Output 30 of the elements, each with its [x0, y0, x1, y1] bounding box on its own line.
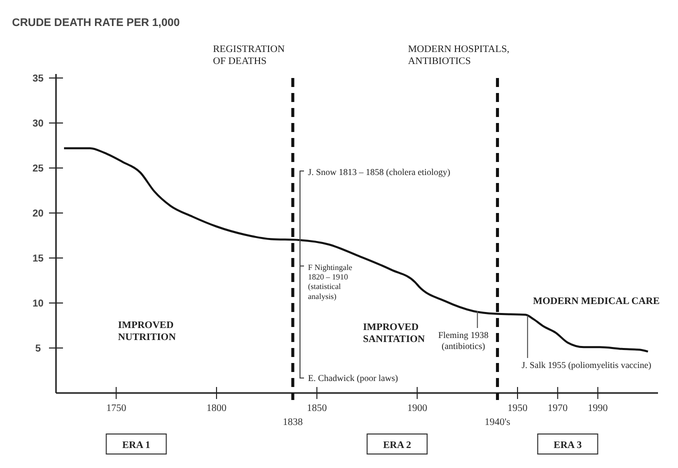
x-tick-label: 1950 — [508, 403, 528, 414]
y-tick-label: 20 — [32, 208, 44, 220]
annotation: E. Chadwick (poor laws) — [308, 373, 398, 383]
x-tick-label: 1800 — [206, 403, 227, 414]
text: MODERN HOSPITALS, ANTIBIOTICS — [408, 44, 510, 67]
annotation: MODERN MEDICAL CARE — [533, 296, 660, 307]
x-tick-label: 1850 — [306, 403, 327, 414]
annotation: J. Snow 1813 – 1858 (cholera etiology) — [308, 167, 450, 177]
text: REGISTRATION OF DEATHS — [213, 44, 285, 67]
annotation: F Nightingale 1820 – 1910 (statistical analysis) — [308, 263, 353, 301]
y-tick-label: 35 — [32, 74, 44, 84]
ref-line-label: 1838 — [282, 417, 303, 428]
y-tick-label: 10 — [32, 298, 44, 310]
annotation: IMPROVED SANITATION — [363, 322, 426, 345]
chart-title: CRUDE DEATH RATE PER 1,000 — [12, 17, 180, 29]
annotation: Fleming 1938 (antibiotics) — [438, 330, 490, 351]
y-tick-label: 30 — [32, 118, 44, 130]
y-tick-label: 5 — [35, 344, 42, 354]
x-tick-label: 1970 — [548, 403, 568, 414]
x-tick-label: 1750 — [106, 403, 126, 414]
ref-line-label: 1940's — [484, 417, 510, 428]
y-tick-label: 25 — [32, 164, 44, 174]
x-tick-label: 1990 — [588, 403, 608, 414]
text: ERA 1 — [122, 440, 150, 451]
annotation: J. Salk 1955 (poliomyelitis vaccine) — [522, 360, 652, 370]
x-tick-label: 1900 — [407, 403, 428, 414]
annotation: IMPROVED NUTRITION — [118, 320, 177, 343]
text: ERA 2 — [383, 440, 412, 451]
text: ERA 3 — [554, 440, 582, 451]
y-tick-label: 15 — [32, 254, 44, 264]
